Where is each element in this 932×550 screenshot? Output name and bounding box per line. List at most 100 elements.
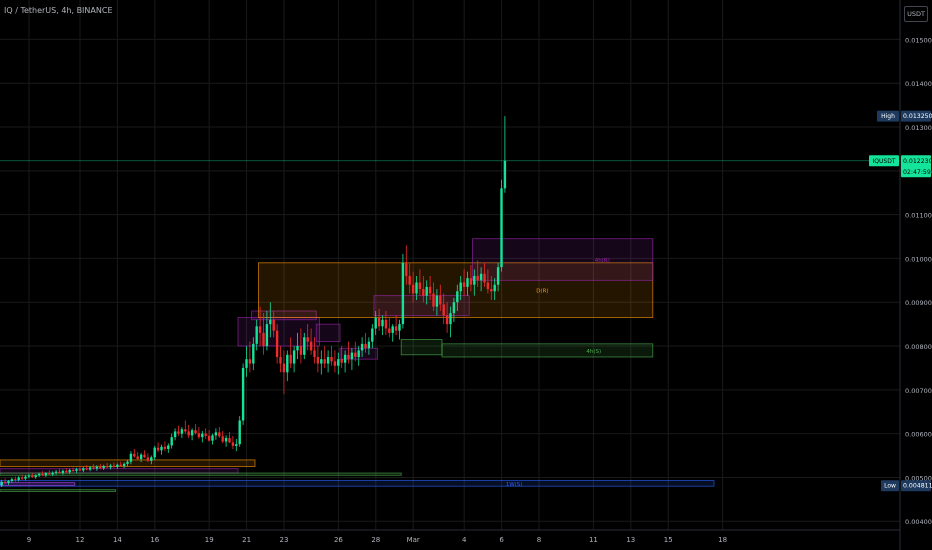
candle-body	[411, 284, 415, 294]
candle-body	[75, 469, 78, 471]
candle-body	[248, 359, 252, 364]
candle-body	[432, 293, 435, 307]
price-label-box	[901, 480, 931, 492]
x-tick-label: 15	[664, 536, 673, 544]
candle-body	[486, 282, 490, 290]
x-tick-label: 13	[626, 536, 635, 544]
zones: 1W(S) D(R) 4h(R) 4h(S)	[0, 238, 715, 492]
zone-box	[472, 238, 654, 281]
candle-body	[180, 429, 184, 434]
zone-box	[0, 472, 402, 476]
zone-box	[0, 482, 76, 486]
candle-body	[214, 432, 218, 436]
candle-body	[503, 160, 507, 189]
candle-body	[211, 435, 214, 441]
candle-body	[282, 363, 286, 373]
candle-body	[364, 343, 367, 349]
x-tick-label: 8	[537, 536, 541, 544]
candle-body	[44, 473, 48, 476]
candle-body	[85, 468, 88, 470]
candle-body	[224, 438, 228, 442]
candle-body	[394, 326, 398, 331]
candle-body	[235, 444, 238, 446]
time-axis[interactable]: 9 12 14 16 19 21 23 26 28 Mar 4 6 8 11 13 15 18	[0, 529, 900, 544]
candle-body	[109, 465, 112, 468]
candle-body	[323, 359, 326, 364]
price-tag-box	[869, 155, 899, 167]
price-tag-box	[881, 480, 899, 492]
candle-body	[401, 262, 405, 325]
candle-body	[405, 262, 408, 276]
candle-body	[337, 359, 340, 366]
candle-body	[78, 469, 82, 471]
candle-body	[0, 481, 3, 486]
candle-body	[173, 431, 177, 438]
zone-box	[0, 489, 116, 492]
candle-body	[10, 479, 14, 481]
candle-body	[272, 319, 275, 331]
candle-body	[377, 317, 381, 327]
candle-body	[99, 466, 102, 469]
candle-body	[303, 337, 306, 355]
candle-body	[357, 350, 360, 357]
candle-body	[41, 473, 44, 476]
candle-body	[65, 470, 68, 473]
zone-box	[315, 323, 341, 343]
candle-body	[68, 469, 71, 473]
zone-label: 4h(S)	[586, 349, 601, 355]
price-label-value: 0.0048110	[903, 483, 932, 490]
candle-body	[326, 356, 330, 364]
candle-body	[146, 457, 150, 461]
x-tick-label: 11	[589, 536, 598, 544]
candle-body	[435, 295, 439, 307]
price-tag-label: High	[881, 113, 895, 120]
candle-body	[156, 447, 160, 451]
candle-body	[483, 273, 486, 283]
price-label-box	[901, 110, 931, 122]
candle-body	[473, 275, 476, 285]
zone-label: 4h(R)	[595, 258, 610, 264]
currency-unit-button[interactable]: USDT	[904, 6, 928, 22]
candle-body	[350, 352, 354, 360]
candle-body	[415, 282, 418, 294]
candle-body	[354, 352, 357, 357]
x-tick-label: 12	[76, 536, 85, 544]
price-label-box	[901, 155, 931, 178]
candle-body	[133, 453, 136, 457]
candle-body	[469, 278, 473, 285]
candle-body	[82, 468, 85, 471]
candle-body	[439, 295, 442, 305]
candle-body	[3, 481, 7, 483]
candle-body	[476, 275, 479, 281]
candles	[0, 116, 507, 488]
candle-body	[95, 466, 99, 469]
y-tick-label: 0.015000	[905, 36, 932, 44]
candle-body	[177, 431, 180, 434]
candle-body	[218, 432, 221, 437]
candle-body	[153, 447, 156, 458]
candle-body	[27, 475, 31, 477]
candle-body	[231, 442, 235, 446]
countdown-label: 02:47:59	[903, 169, 931, 176]
zone-box	[257, 262, 654, 318]
candle-body	[187, 431, 190, 436]
candle-body	[241, 367, 245, 421]
x-tick-label: 4	[462, 536, 467, 544]
chart-title: IQ / TetherUS, 4h, BINANCE	[4, 6, 113, 15]
candle-body	[160, 446, 163, 451]
candle-body	[129, 453, 133, 462]
x-tick-label: 26	[334, 536, 343, 544]
candle-body	[238, 420, 241, 445]
candle-body	[384, 319, 388, 329]
candle-body	[255, 326, 258, 344]
x-tick-label: 14	[113, 536, 122, 544]
